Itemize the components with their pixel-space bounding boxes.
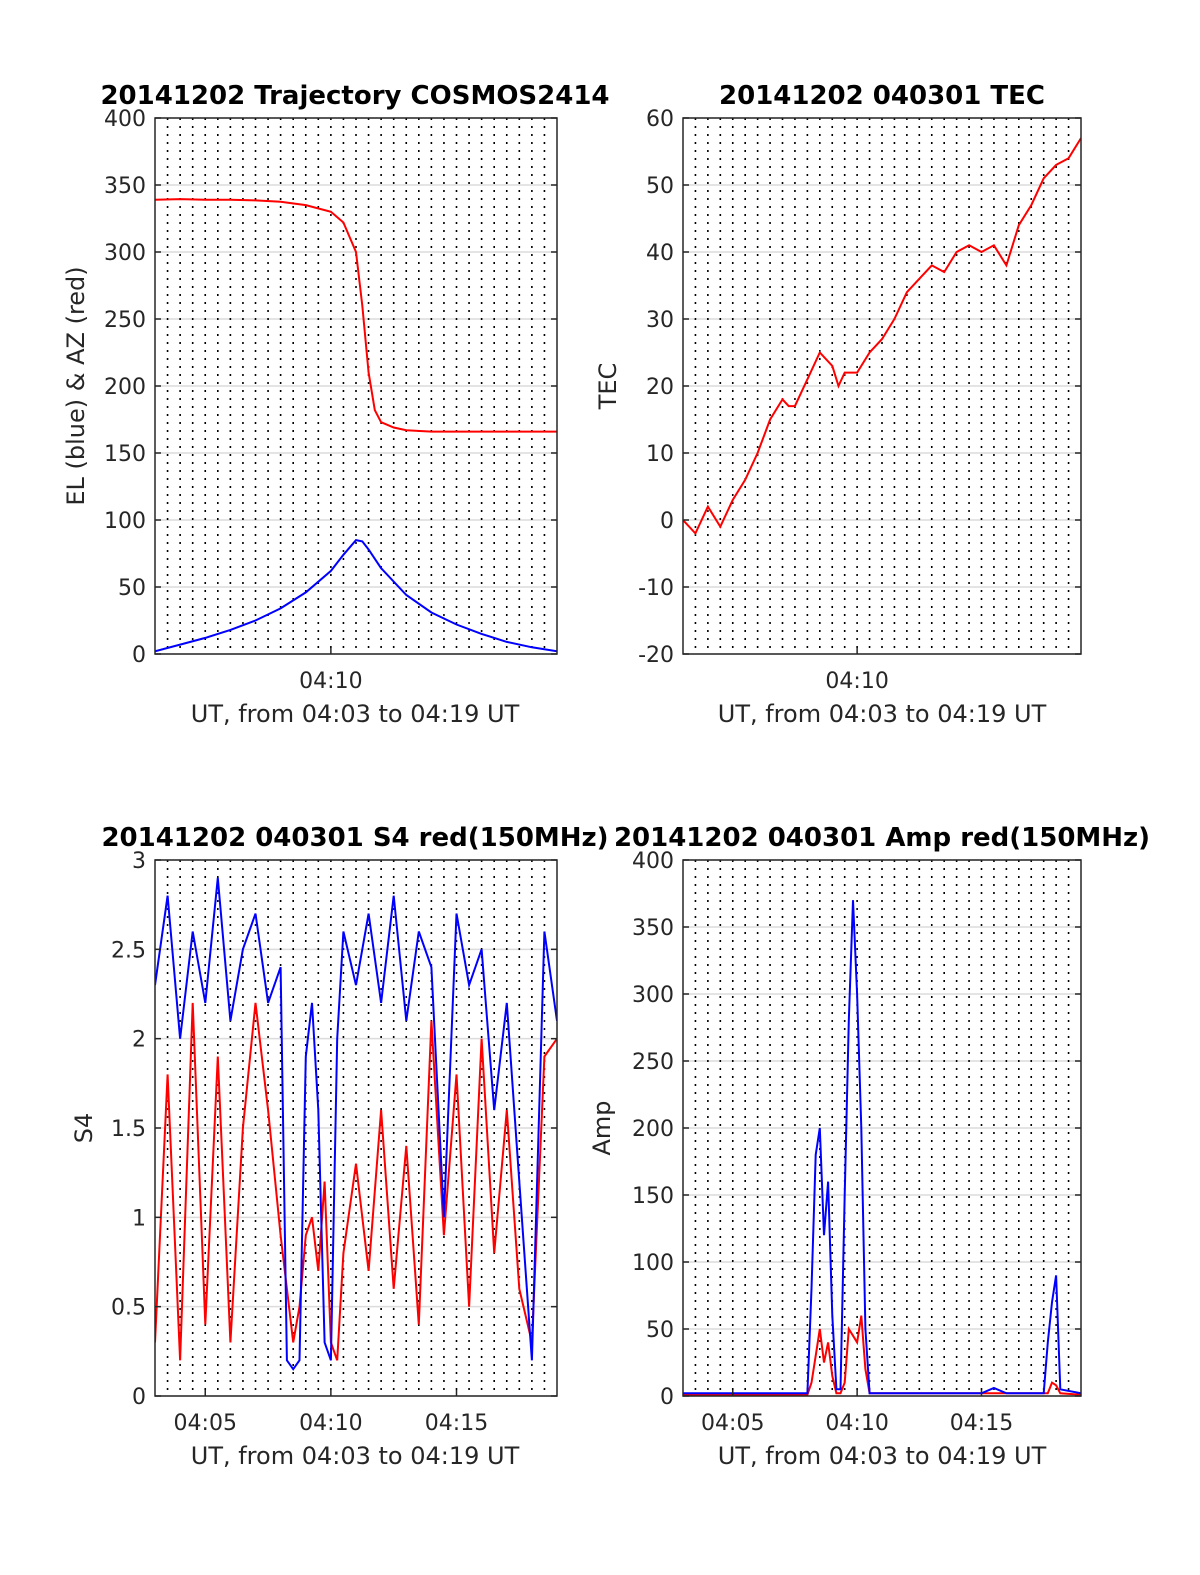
x-tick-label: 04:15 bbox=[425, 1411, 488, 1436]
subplot-4 bbox=[682, 859, 1082, 1397]
y-axis-label: TEC bbox=[594, 363, 622, 411]
y-axis-label: S4 bbox=[70, 1113, 98, 1144]
series-line-blue bbox=[683, 900, 1081, 1395]
series-line-red bbox=[155, 198, 557, 433]
subplot-3 bbox=[154, 859, 558, 1397]
y-tick-label: 50 bbox=[646, 174, 674, 199]
x-tick-label: 04:05 bbox=[701, 1411, 764, 1436]
y-tick-label: 100 bbox=[104, 509, 146, 534]
y-tick-label: 150 bbox=[632, 1184, 674, 1209]
x-tick-label: 04:10 bbox=[299, 669, 362, 694]
plot-title: 20141202 040301 TEC bbox=[719, 81, 1045, 111]
x-axis-label: UT, from 04:03 to 04:19 UT bbox=[718, 700, 1047, 728]
x-tick-label: 04:05 bbox=[174, 1411, 237, 1436]
plot-title: 20141202 040301 S4 red(150MHz) bbox=[101, 823, 608, 853]
y-tick-label: 2.5 bbox=[111, 938, 146, 963]
subplot-2 bbox=[682, 117, 1082, 655]
y-tick-label: 1.5 bbox=[111, 1117, 146, 1142]
y-tick-label: 300 bbox=[104, 241, 146, 266]
y-tick-label: 100 bbox=[632, 1251, 674, 1276]
y-tick-label: 400 bbox=[632, 849, 674, 874]
y-tick-label: 0.5 bbox=[111, 1296, 146, 1321]
y-tick-label: 350 bbox=[632, 916, 674, 941]
y-tick-label: -10 bbox=[638, 576, 674, 601]
y-axis-label: EL (blue) & AZ (red) bbox=[62, 266, 90, 505]
series-line-red bbox=[155, 1002, 557, 1361]
series-line-blue bbox=[155, 877, 557, 1371]
y-tick-label: 250 bbox=[104, 308, 146, 333]
y-tick-label: -20 bbox=[638, 643, 674, 668]
y-tick-label: 0 bbox=[132, 643, 146, 668]
y-tick-label: 3 bbox=[132, 849, 146, 874]
y-tick-label: 0 bbox=[132, 1385, 146, 1410]
y-tick-label: 0 bbox=[660, 509, 674, 534]
x-tick-label: 04:10 bbox=[825, 1411, 888, 1436]
y-tick-label: 200 bbox=[104, 375, 146, 400]
plot-title: 20141202 Trajectory COSMOS2414 bbox=[100, 81, 609, 111]
x-axis-label: UT, from 04:03 to 04:19 UT bbox=[718, 1442, 1047, 1470]
y-tick-label: 50 bbox=[646, 1318, 674, 1343]
series-line-red bbox=[683, 1315, 1081, 1396]
subplot-1 bbox=[154, 117, 558, 655]
y-tick-label: 10 bbox=[646, 442, 674, 467]
x-tick-label: 04:15 bbox=[950, 1411, 1013, 1436]
series-line-blue bbox=[155, 539, 557, 653]
x-tick-label: 04:10 bbox=[299, 1411, 362, 1436]
x-tick-label: 04:10 bbox=[825, 669, 888, 694]
y-tick-label: 30 bbox=[646, 308, 674, 333]
x-axis-label: UT, from 04:03 to 04:19 UT bbox=[191, 700, 520, 728]
y-tick-label: 20 bbox=[646, 375, 674, 400]
plot-title: 20141202 040301 Amp red(150MHz) bbox=[614, 823, 1150, 853]
y-tick-label: 1 bbox=[132, 1206, 146, 1231]
y-axis-label: Amp bbox=[588, 1100, 616, 1155]
y-tick-label: 250 bbox=[632, 1050, 674, 1075]
y-tick-label: 2 bbox=[132, 1028, 146, 1053]
y-tick-label: 50 bbox=[118, 576, 146, 601]
y-tick-label: 60 bbox=[646, 107, 674, 132]
x-axis-label: UT, from 04:03 to 04:19 UT bbox=[191, 1442, 520, 1470]
y-tick-label: 40 bbox=[646, 241, 674, 266]
y-tick-label: 200 bbox=[632, 1117, 674, 1142]
y-tick-label: 350 bbox=[104, 174, 146, 199]
y-tick-label: 400 bbox=[104, 107, 146, 132]
y-tick-label: 300 bbox=[632, 983, 674, 1008]
series-line-red bbox=[683, 137, 1081, 536]
y-tick-label: 150 bbox=[104, 442, 146, 467]
y-tick-label: 0 bbox=[660, 1385, 674, 1410]
